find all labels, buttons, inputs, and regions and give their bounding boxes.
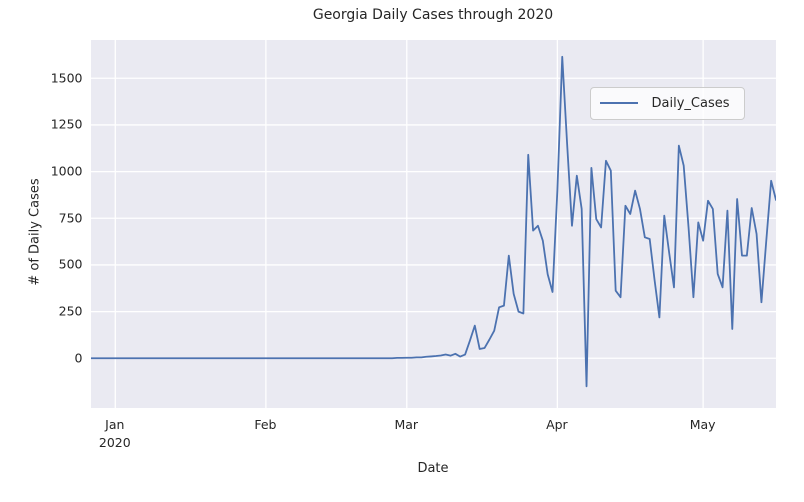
legend-series-label: Daily_Cases (651, 95, 730, 111)
y-tick-label: 250 (58, 303, 83, 319)
x-tick-label: Apr (546, 417, 568, 432)
legend: Daily_Cases (589, 86, 745, 120)
legend-line-sample-icon (599, 102, 638, 104)
y-tick-label: 750 (58, 210, 83, 226)
y-axis-label: # of Daily Cases (27, 178, 43, 286)
x-axis-label: Date (417, 461, 449, 476)
x-tick-label: May (689, 417, 716, 432)
x-tick-label: Jan 2020 (98, 417, 131, 451)
plot-area: Daily_Cases (90, 39, 776, 408)
y-tick-label: 1000 (50, 163, 83, 179)
chart-title: Georgia Daily Cases through 2020 (312, 7, 554, 23)
y-tick-label: 0 (74, 350, 83, 366)
daily-cases-line (90, 55, 776, 387)
x-tick-label: Feb (254, 417, 277, 432)
y-tick-label: 1250 (50, 116, 83, 132)
y-tick-label: 1500 (50, 70, 83, 86)
x-tick-label: Mar (394, 417, 419, 432)
y-tick-label: 500 (58, 256, 83, 272)
